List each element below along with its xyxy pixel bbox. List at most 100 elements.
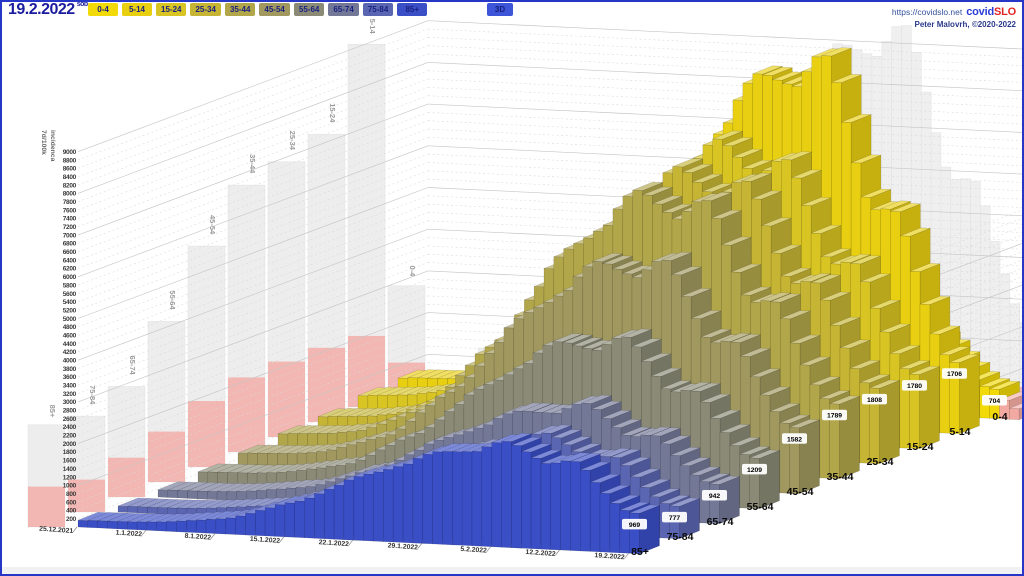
svg-text:7d/100k: 7d/100k: [40, 130, 47, 155]
age-filter-button-0-4[interactable]: 0-4: [88, 3, 118, 16]
svg-text:55-64: 55-64: [747, 501, 774, 513]
wall-age-labels: 0-4 5-14 15-24 25-34 35-44 45-54 55-64 65-74 75-…: [48, 19, 417, 418]
svg-text:1200: 1200: [63, 474, 77, 481]
left-wall-silhouettes: [27, 43, 426, 528]
svg-text:5-14: 5-14: [368, 19, 377, 35]
age-filter-button-45-54[interactable]: 45-54: [259, 3, 290, 16]
svg-text:8.1.2022: 8.1.2022: [184, 533, 211, 542]
svg-text:65-74: 65-74: [707, 516, 734, 528]
svg-text:2200: 2200: [63, 433, 77, 440]
svg-text:800: 800: [66, 491, 77, 498]
svg-text:777: 777: [669, 515, 681, 522]
svg-text:85+: 85+: [48, 405, 57, 418]
age-filter-button-25-34[interactable]: 25-34: [190, 3, 221, 16]
svg-text:4400: 4400: [63, 341, 77, 348]
selected-date-value: 19.2.2022: [8, 1, 75, 18]
age-filter-button-5-14[interactable]: 5-14: [122, 3, 152, 16]
svg-text:969: 969: [629, 522, 641, 529]
front-value-labels: 704 1706 1780 1808 1789 1582 1209 942 777 969: [622, 368, 1007, 530]
author-credit: Peter Malovrh, ©2020-2022: [914, 20, 1016, 30]
svg-text:0-4: 0-4: [408, 266, 417, 278]
svg-text:75-84: 75-84: [667, 531, 694, 543]
age-filter-button-65-74[interactable]: 65-74: [328, 3, 359, 16]
age-filter-buttons: 0-4 5-14 15-24 25-34 35-44 45-54 55-64 65-74 75-…: [88, 3, 428, 16]
svg-text:5-14: 5-14: [949, 426, 970, 438]
toolbar: 19.2.2022 sob 0-4 5-14 15-24 25-34 35-44 45-54…: [0, 0, 1024, 29]
svg-text:5400: 5400: [63, 299, 77, 306]
svg-text:2400: 2400: [63, 424, 77, 431]
brand-slo: SLO: [993, 6, 1016, 18]
svg-text:1789: 1789: [827, 413, 842, 420]
svg-text:1400: 1400: [63, 466, 77, 473]
svg-text:2600: 2600: [63, 416, 77, 423]
svg-text:5000: 5000: [63, 316, 77, 323]
svg-text:1808: 1808: [867, 397, 882, 404]
svg-text:7800: 7800: [63, 199, 77, 206]
svg-text:1.1.2022: 1.1.2022: [115, 529, 142, 538]
svg-text:4200: 4200: [63, 349, 77, 356]
selected-weekday: sob: [76, 1, 88, 8]
svg-text:12.2.2022: 12.2.2022: [525, 549, 556, 558]
svg-text:5.2.2022: 5.2.2022: [460, 546, 487, 555]
svg-text:8400: 8400: [63, 174, 77, 181]
svg-text:3400: 3400: [63, 383, 77, 390]
svg-text:2800: 2800: [63, 408, 77, 415]
header-right: https://covidslo.net covidSLO Peter Malov…: [892, 2, 1016, 30]
age-filter-button-85+[interactable]: 85+: [397, 3, 428, 16]
svg-text:8200: 8200: [63, 182, 77, 189]
svg-text:400: 400: [66, 508, 77, 515]
age-filter-button-35-44[interactable]: 35-44: [224, 3, 256, 16]
svg-text:5800: 5800: [63, 282, 77, 289]
svg-text:6400: 6400: [63, 257, 77, 264]
svg-text:8600: 8600: [63, 166, 77, 173]
brand-logo[interactable]: covidSLO: [966, 6, 1016, 18]
age-filter-button-55-64[interactable]: 55-64: [293, 3, 325, 16]
svg-text:6800: 6800: [63, 241, 77, 248]
svg-text:6000: 6000: [63, 274, 77, 281]
svg-text:200: 200: [66, 516, 77, 523]
svg-text:29.1.2022: 29.1.2022: [387, 542, 418, 551]
svg-text:22.1.2022: 22.1.2022: [318, 539, 349, 548]
svg-text:600: 600: [66, 499, 77, 506]
svg-text:55-64: 55-64: [168, 290, 177, 310]
svg-text:0-4: 0-4: [992, 411, 1007, 423]
svg-text:65-74: 65-74: [128, 356, 137, 376]
svg-text:1706: 1706: [947, 371, 962, 378]
svg-text:8000: 8000: [63, 191, 77, 198]
svg-text:45-54: 45-54: [787, 486, 814, 498]
svg-text:19.2.2022: 19.2.2022: [594, 552, 625, 561]
svg-text:3600: 3600: [63, 374, 77, 381]
svg-text:1800: 1800: [63, 449, 77, 456]
row-85+: [77, 432, 660, 555]
svg-text:7400: 7400: [63, 216, 77, 223]
svg-text:5600: 5600: [63, 291, 77, 298]
svg-text:8800: 8800: [63, 157, 77, 164]
svg-text:942: 942: [709, 493, 721, 500]
svg-text:5200: 5200: [63, 307, 77, 314]
selected-date[interactable]: 19.2.2022 sob: [8, 1, 88, 19]
age-filter-button-15-24[interactable]: 15-24: [156, 3, 187, 16]
svg-text:85+: 85+: [631, 546, 649, 558]
svg-text:1209: 1209: [747, 467, 762, 474]
svg-text:35-44: 35-44: [827, 471, 854, 483]
svg-text:6200: 6200: [63, 266, 77, 273]
svg-text:incidenca: incidenca: [49, 130, 56, 162]
svg-text:25-34: 25-34: [867, 456, 894, 468]
svg-text:4000: 4000: [63, 358, 77, 365]
svg-text:6600: 6600: [63, 249, 77, 256]
svg-text:4800: 4800: [63, 324, 77, 331]
svg-text:35-44: 35-44: [248, 154, 257, 174]
svg-text:1582: 1582: [787, 436, 802, 443]
svg-text:7200: 7200: [63, 224, 77, 231]
mode-3d-button[interactable]: 3D: [487, 3, 513, 16]
site-url-link[interactable]: https://covidslo.net: [891, 7, 963, 17]
svg-text:15-24: 15-24: [328, 103, 337, 123]
svg-text:15-24: 15-24: [907, 441, 934, 453]
svg-text:1780: 1780: [907, 383, 922, 390]
age-filter-button-75-84[interactable]: 75-84: [362, 3, 394, 16]
svg-text:7600: 7600: [63, 207, 77, 214]
